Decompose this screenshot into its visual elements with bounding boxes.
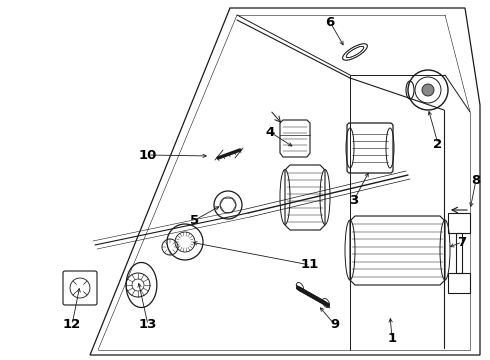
Text: 6: 6 — [325, 15, 335, 28]
Circle shape — [422, 84, 434, 96]
Text: 12: 12 — [63, 319, 81, 332]
Text: 10: 10 — [139, 149, 157, 162]
Text: 8: 8 — [471, 174, 481, 186]
Text: 11: 11 — [301, 258, 319, 271]
Text: 1: 1 — [388, 332, 396, 345]
Text: 4: 4 — [266, 126, 274, 139]
Text: 7: 7 — [458, 235, 466, 248]
Text: 13: 13 — [139, 319, 157, 332]
Text: 3: 3 — [349, 194, 359, 207]
Text: 5: 5 — [191, 213, 199, 226]
Text: 2: 2 — [434, 138, 442, 150]
Text: 9: 9 — [330, 319, 340, 332]
